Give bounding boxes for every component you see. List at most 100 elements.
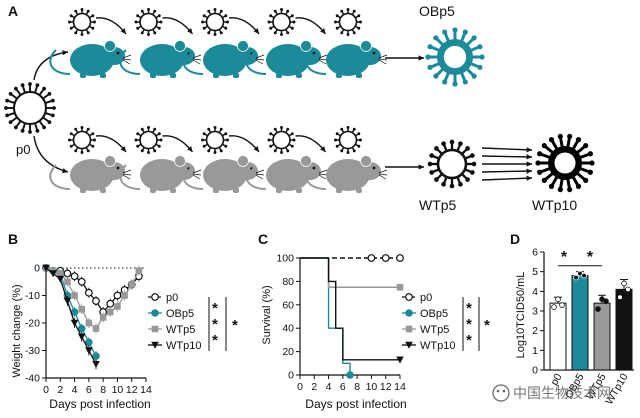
mouse-wt-3-leg [213, 188, 219, 193]
chart-d-ylabel: Log10TCID50/mL [515, 272, 527, 359]
chart-d-sig-2: * [587, 249, 594, 266]
virus-obp5-spike-tip [462, 79, 468, 85]
chart-b-point-WTp10 [63, 297, 72, 305]
virus-passage-bottom-4-spike-tip [290, 132, 294, 136]
virus-obp5-spike-tip [442, 79, 448, 85]
virus-wtp5-spike-tip [469, 170, 475, 175]
mouse-mutant-1-body [70, 44, 114, 76]
arrow-to-wtp5-head [418, 164, 424, 170]
mouse-mutant-3-tail [182, 49, 204, 75]
chart-b-point-WTp10 [49, 270, 57, 278]
virus-wtp10-spike-tip [548, 137, 555, 143]
arrow-to-wt-row-head [62, 168, 68, 174]
virus-p0-spike-tip [28, 82, 32, 86]
virus-passage-bottom-2-spike-tip [147, 126, 150, 129]
watermark-icon-dot-2 [502, 389, 506, 393]
virus-passage-bottom-2-shell [139, 130, 158, 150]
arrow-to-obp5-head [418, 55, 424, 61]
virus-obp5 [425, 27, 485, 87]
label-obp5: OBp5 [419, 3, 455, 19]
chart-b-legend-marker-WTp5 [151, 325, 159, 333]
virus-wtp5-spike-tip [449, 183, 455, 189]
virus-obp5-spike-tip [425, 54, 431, 60]
chart-c-end-marker-WTp5 [396, 283, 404, 291]
mouse-mutant-4-whiskers [318, 54, 328, 65]
virus-passage-top-2-spike-tip [157, 26, 161, 30]
mouse-wt-1-body [70, 159, 114, 191]
virus-passage-top-2-spike-tip [136, 26, 140, 30]
virus-p0-shell [12, 90, 48, 126]
chart-b-sig-4: * [232, 317, 238, 334]
virus-passage-bottom-1 [68, 126, 96, 154]
virus-passage-bottom-1-spike-tip [74, 149, 78, 153]
chart-c-legend-obp5: OBp5 [420, 308, 448, 320]
virus-passage-top-5-spike-tip [352, 9, 356, 13]
virus-passage-top-3-spike-tip [213, 33, 217, 36]
titer-bar-chart: Log10TCID50/mL * * 0123456p0OBp5WTp5WTp1… [515, 247, 634, 407]
mouse-wt-2-body [140, 159, 184, 191]
virus-wtp10-spike-tip [548, 183, 555, 189]
chart-b-x-tick-label: 14 [140, 384, 152, 396]
virus-passage-bottom-5-spike-tip [352, 149, 356, 153]
mouse-wt-4-eye [312, 166, 316, 170]
virus-passage-bottom-2-spike-tip [136, 144, 140, 148]
chart-b-legend-obp5: OBp5 [166, 308, 194, 320]
virus-wtp5-spike-tip [434, 146, 439, 151]
virus-wtp5-spike-tip [465, 146, 470, 151]
virus-passage-bottom-1-spike-tip [69, 132, 73, 136]
virus-p0-spike-tip [20, 128, 25, 133]
mouse-wt-5-body [326, 159, 370, 191]
virus-obp5-spike-tip [452, 27, 458, 33]
chart-d-point-OBp5 [573, 274, 579, 281]
chart-c-sig-2: * [466, 316, 472, 333]
chart-c-end-marker-OBp5 [346, 371, 354, 379]
chart-c-y-tick-label: 20 [282, 346, 294, 358]
arrow-passage-bottom-4-head [320, 146, 326, 152]
chart-b-sig-1: * [212, 300, 218, 317]
mouse-mutant-2-whiskers [192, 54, 202, 65]
virus-wtp10-spike-tip [583, 143, 589, 149]
watermark-icon [492, 384, 510, 402]
virus-passage-top-2-spike-tip [140, 9, 144, 13]
mouse-mutant-5-tail [305, 49, 327, 75]
virus-passage-bottom-3-spike-tip [226, 138, 229, 142]
chart-d-point-OBp5 [581, 272, 587, 279]
mouse-mutant-3-whiskers [255, 54, 265, 65]
virus-passage-bottom-2-spike-tip [153, 127, 157, 131]
virus-wtp10-spike-tip [587, 151, 593, 157]
label-wtp5: WTp5 [419, 197, 457, 213]
virus-wtp10-spike-tip [587, 169, 593, 175]
mouse-mutant-5-body [326, 44, 370, 76]
virus-passage-bottom-2-spike-tip [157, 132, 161, 136]
mouse-wt-3 [182, 155, 265, 193]
virus-wtp10-spike-tip [557, 133, 563, 140]
arrow-fan-2-head [526, 154, 532, 160]
virus-wtp10 [535, 133, 595, 193]
virus-passage-bottom-3-spike-tip [207, 127, 211, 131]
mouse-mutant-4-ear [300, 40, 312, 52]
chart-b-x-tick-label: 2 [57, 384, 63, 396]
virus-p0-spike-tip [8, 120, 13, 124]
chart-b-point-WTp5 [135, 267, 143, 275]
virus-passage-bottom-3-spike-tip [224, 132, 228, 136]
virus-passage-top-5-spike-tip [359, 20, 362, 24]
virus-p0 [4, 82, 56, 134]
chart-c-legend-p0: p0 [420, 292, 432, 304]
virus-passage-bottom-4-spike-tip [280, 151, 283, 154]
mouse-mutant-1-leg [100, 73, 106, 78]
virus-wtp5-spike-tip [465, 177, 470, 182]
virus-passage-bottom-1-spike-tip [91, 132, 95, 136]
virus-passage-top-2-spike-tip [147, 33, 150, 36]
mouse-mutant-4 [245, 40, 328, 78]
virus-obp5-spike-tip [477, 44, 483, 50]
virus-passage-top-5-spike-tip [335, 26, 339, 30]
virus-wtp5-spike-tip [458, 181, 463, 187]
arrow-to-wtp5 [385, 164, 424, 170]
chart-b-legend-wtp10: WTp10 [166, 340, 201, 352]
mouse-wt-4-tail [245, 164, 267, 190]
mouse-mutant-4-leg [296, 73, 302, 78]
chart-d-y-tick-label: 1 [532, 345, 538, 357]
chart-d-point-WTp10 [625, 286, 631, 293]
mouse-wt-4-ear [300, 155, 312, 167]
virus-passage-bottom-1-spike-tip [69, 144, 73, 148]
